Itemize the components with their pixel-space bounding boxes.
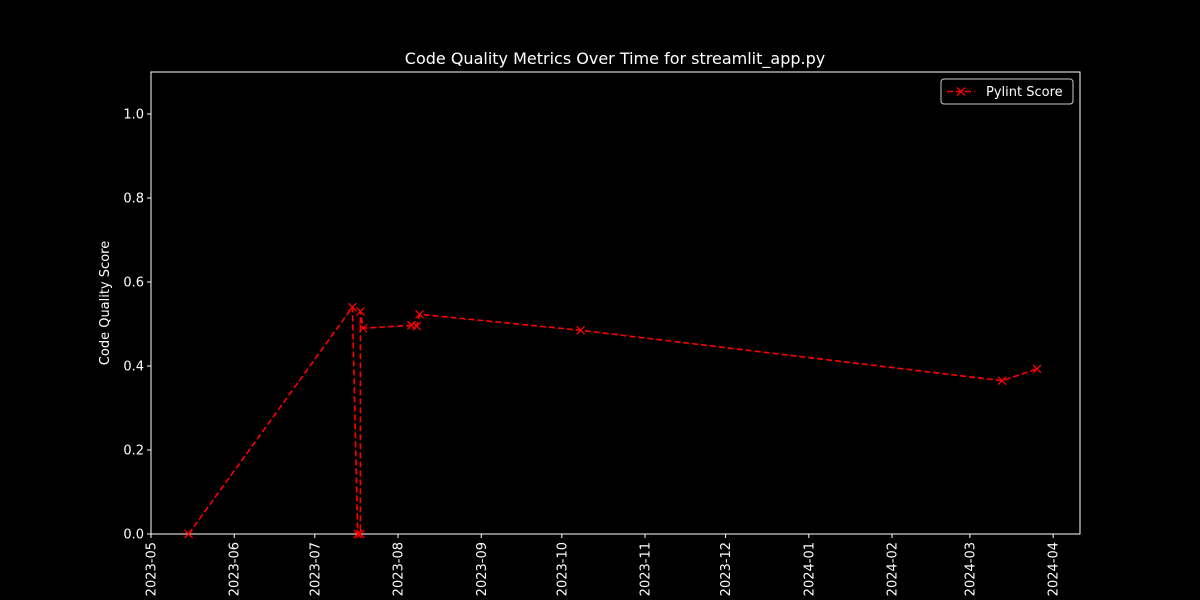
plot-area: [150, 71, 1081, 535]
x-tick-label: 2023-07: [308, 542, 323, 596]
chart-title: Code Quality Metrics Over Time for strea…: [405, 49, 825, 69]
y-axis: 0.0 0.2 0.4 0.6 0.8 1.0: [123, 108, 151, 543]
data-point: [355, 306, 365, 316]
data-point: [415, 309, 424, 319]
y-tick-label: 0.4: [123, 360, 144, 375]
y-tick-label: 0.0: [123, 528, 144, 543]
data-point: [184, 529, 194, 539]
legend-swatch-marker: [956, 87, 966, 96]
y-tick-label: 0.2: [123, 444, 144, 459]
data-point: [353, 529, 363, 539]
x-tick-label: 2023-10: [555, 542, 570, 596]
x-tick-label: 2023-09: [475, 542, 490, 596]
x-tick-label: 2024-04: [1047, 542, 1062, 596]
legend-label: Pylint Score: [986, 85, 1063, 100]
x-tick-label: 2023-06: [228, 542, 243, 596]
data-point: [997, 376, 1007, 386]
x-tick-label: 2023-05: [145, 542, 160, 596]
legend-box: [940, 78, 1074, 105]
x-tick-label: 2023-08: [392, 542, 407, 596]
data-point: [412, 321, 422, 331]
series-line: [187, 304, 1038, 535]
x-tick-label: 2023-12: [719, 542, 734, 596]
x-tick-label: 2024-02: [886, 542, 901, 596]
y-tick-label: 0.6: [123, 276, 144, 291]
x-axis: 2023-05 2023-06 2023-07 2023-08 2023-09 2023-…: [145, 534, 1062, 596]
series-pylint-score: [184, 302, 1042, 539]
y-axis-label: Code Quality Score: [98, 241, 113, 365]
y-tick-label: 0.8: [123, 192, 144, 207]
y-tick-label: 1.0: [123, 108, 144, 123]
data-point: [358, 323, 368, 333]
x-tick-label: 2024-01: [802, 542, 817, 596]
legend: Pylint Score: [940, 78, 1074, 105]
data-point: [576, 325, 586, 335]
axes-frame: [150, 71, 1081, 535]
data-point: [1032, 364, 1042, 374]
x-tick-label: 2024-03: [963, 542, 978, 596]
data-point: [355, 529, 365, 539]
data-point: [347, 302, 357, 312]
x-tick-label: 2023-11: [639, 542, 654, 596]
